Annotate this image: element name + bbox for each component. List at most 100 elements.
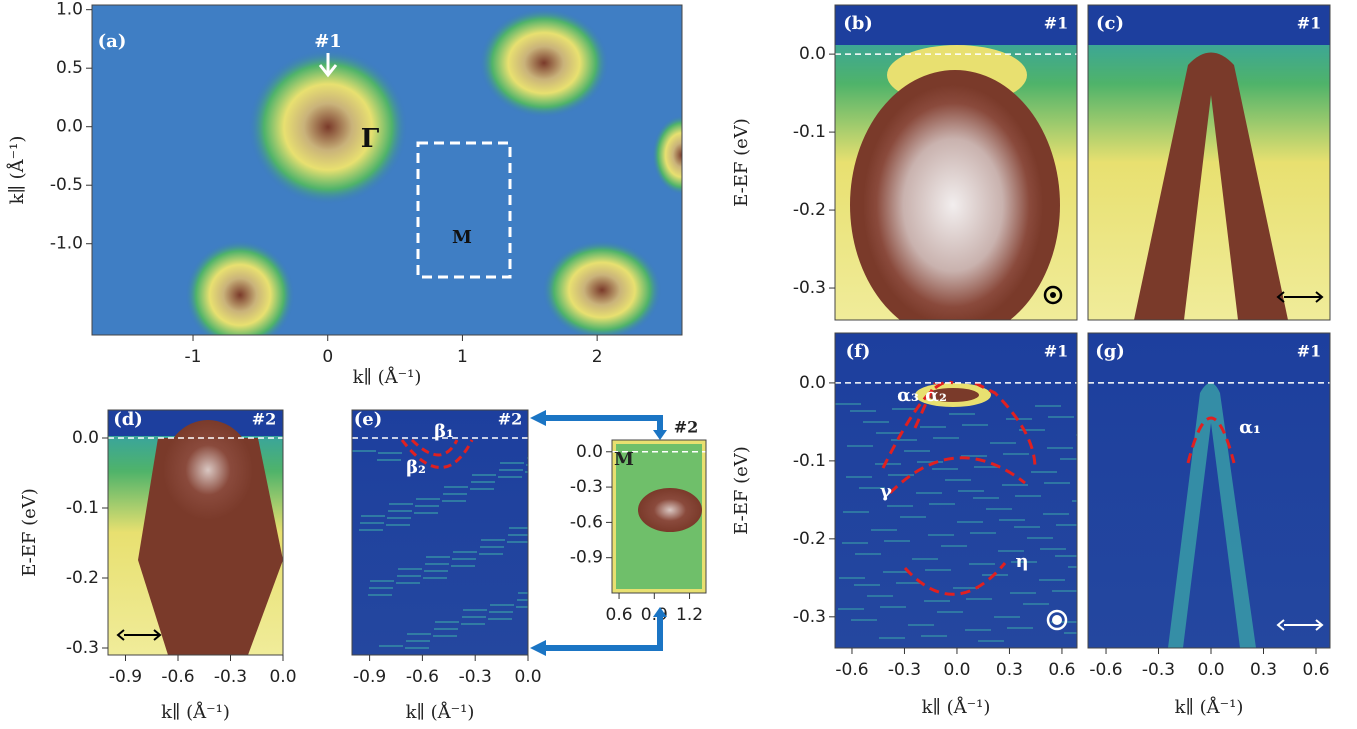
- texture: [479, 553, 503, 555]
- texture: [1047, 447, 1073, 449]
- y-axis-label: k∥ (Å⁻¹): [6, 136, 28, 205]
- panel-image: [108, 410, 283, 655]
- y-tick-label: -0.3: [793, 607, 826, 627]
- texture: [904, 450, 930, 452]
- texture: [908, 624, 934, 626]
- texture: [415, 505, 439, 507]
- texture: [887, 505, 913, 507]
- x-tick-label: 2: [592, 347, 603, 367]
- x-tick-label: -0.6: [161, 667, 194, 687]
- texture: [378, 452, 402, 454]
- texture: [917, 461, 943, 463]
- texture: [1027, 537, 1053, 539]
- panel-label: (e): [354, 409, 383, 430]
- texture: [368, 594, 392, 596]
- x-tick-label: -0.6: [835, 660, 868, 680]
- texture: [920, 426, 946, 428]
- texture: [451, 565, 475, 567]
- y-tick-label: -0.1: [793, 451, 826, 471]
- x-tick-label: -0.6: [406, 667, 439, 687]
- y-tick-label: 0.0: [72, 428, 99, 448]
- texture: [842, 542, 868, 544]
- x-axis-label: k∥ (Å⁻¹): [161, 701, 230, 723]
- symbol: [1050, 292, 1056, 298]
- figure: -10121.00.50.0-0.5-1.0k∥ (Å⁻¹)k∥ (Å⁻¹)(a…: [0, 0, 1357, 729]
- y-tick-label: -0.5: [50, 175, 83, 195]
- texture: [851, 619, 877, 621]
- texture: [863, 421, 889, 423]
- x-tick-label: -0.3: [1142, 660, 1175, 680]
- texture: [958, 490, 984, 492]
- annotation: Γ: [361, 124, 380, 154]
- texture: [966, 598, 992, 600]
- band-core: [863, 85, 1043, 325]
- texture: [1002, 484, 1028, 486]
- annotation: α₁: [1239, 417, 1261, 438]
- intensity-spot: [542, 240, 662, 340]
- texture: [1044, 482, 1070, 484]
- annotation: η: [1015, 551, 1028, 572]
- texture: [986, 508, 1012, 510]
- texture: [921, 635, 947, 637]
- panel-tag: #1: [1044, 342, 1069, 361]
- y-tick-label: 1.0: [56, 0, 83, 20]
- annotation: α₃ α₂: [897, 385, 947, 406]
- texture: [843, 511, 869, 513]
- texture: [389, 503, 413, 505]
- texture: [1060, 458, 1086, 460]
- x-tick-label: 0.0: [514, 667, 541, 687]
- texture: [370, 580, 394, 582]
- texture: [453, 551, 477, 553]
- texture: [352, 450, 376, 452]
- texture: [888, 474, 914, 476]
- texture: [978, 640, 1004, 642]
- panel-label: (b): [843, 13, 873, 34]
- texture: [525, 471, 549, 473]
- texture: [426, 556, 450, 558]
- texture: [1015, 495, 1041, 497]
- texture: [397, 575, 421, 577]
- texture: [847, 445, 873, 447]
- texture: [1023, 603, 1049, 605]
- texture: [883, 571, 909, 573]
- y-tick-label: -0.1: [66, 498, 99, 518]
- texture: [470, 488, 494, 490]
- panel-tag: #2: [674, 418, 699, 437]
- x-tick-label: -0.3: [459, 667, 492, 687]
- panel-label: (a): [98, 31, 127, 52]
- annotation: β₂: [406, 457, 426, 478]
- texture: [369, 587, 393, 589]
- texture: [1031, 471, 1057, 473]
- y-axis-label: E-EF (eV): [731, 118, 752, 207]
- texture: [527, 457, 551, 459]
- texture: [360, 522, 384, 524]
- texture: [973, 497, 999, 499]
- texture: [434, 628, 458, 630]
- panel-label: (d): [113, 409, 143, 430]
- panel-image: [352, 410, 551, 655]
- texture: [416, 498, 440, 500]
- y-tick-label: -0.9: [570, 548, 603, 568]
- texture: [463, 609, 487, 611]
- y-tick-label: -1.0: [50, 234, 83, 254]
- y-tick-label: 0.5: [56, 58, 83, 78]
- texture: [1007, 627, 1033, 629]
- texture: [965, 629, 991, 631]
- panel-image: [835, 5, 1077, 340]
- y-tick-label: -0.3: [570, 477, 603, 497]
- texture: [405, 647, 429, 649]
- x-tick-label: -0.6: [1089, 660, 1122, 680]
- x-tick-label: 0: [322, 347, 333, 367]
- panel-image: [1088, 333, 1330, 648]
- texture: [1052, 590, 1078, 592]
- y-tick-label: 0.0: [799, 44, 826, 64]
- texture: [1043, 513, 1069, 515]
- y-tick-label: -0.2: [66, 568, 99, 588]
- x-tick-label: -0.3: [888, 660, 921, 680]
- texture: [488, 618, 512, 620]
- texture: [1006, 418, 1032, 420]
- band-core: [163, 420, 253, 520]
- texture: [937, 611, 963, 613]
- intensity-spot: [185, 240, 295, 350]
- y-tick-label: -0.2: [793, 200, 826, 220]
